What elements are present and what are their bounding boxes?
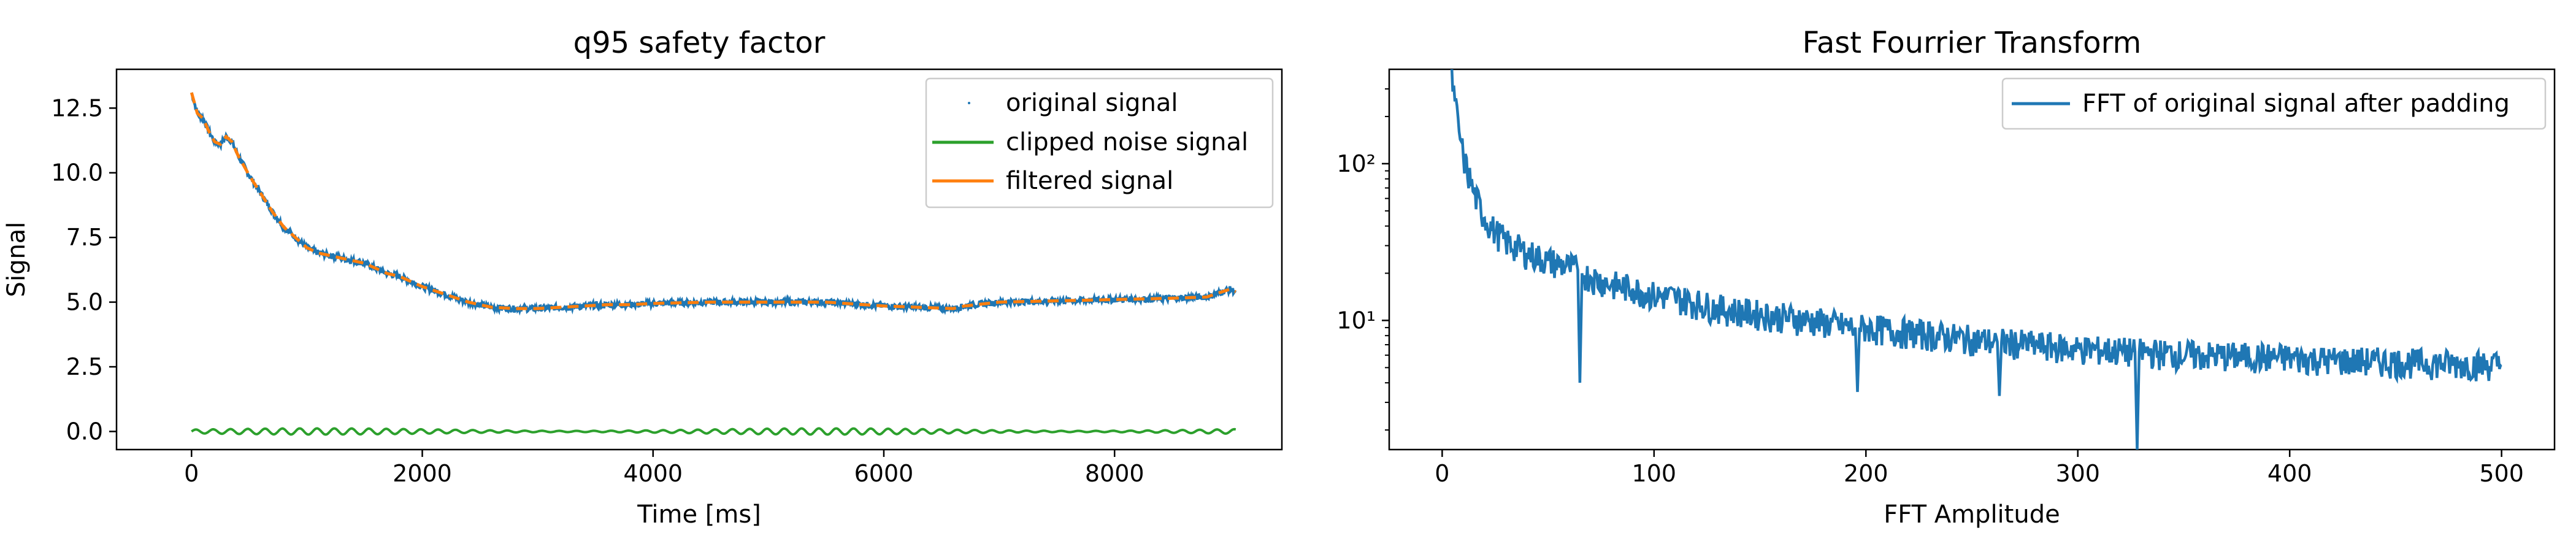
x-tick-label: 6000 <box>854 460 914 487</box>
y-tick-label: 2.5 <box>66 353 103 380</box>
y-tick-label: 5.0 <box>66 289 103 316</box>
y-tick-label: 10.0 <box>51 159 103 186</box>
x-tick-label: 100 <box>1632 460 1677 487</box>
x-tick-label: 200 <box>1844 460 1888 487</box>
y-axis: 0.0 2.5 5.0 7.5 10.0 12.5 <box>51 94 117 445</box>
series-clipped-noise-signal <box>191 427 1236 436</box>
legend-marker-original-signal <box>968 102 970 104</box>
plot-area-frame <box>1388 68 2556 451</box>
plot-marks <box>190 92 1237 436</box>
x-axis-label: FFT Amplitude <box>1884 500 2060 529</box>
x-tick-label: 2000 <box>393 460 452 487</box>
legend: original signal clipped noise signal fil… <box>925 77 1274 209</box>
x-tick-label: 4000 <box>623 460 683 487</box>
q95-chart-panel: q95 safety factor 0 2000 4000 6000 8000 0.0 2… <box>2 26 1283 529</box>
y-tick-label: 12.5 <box>51 94 103 121</box>
x-tick-label: 0 <box>184 460 199 487</box>
legend-label-clipped-noise-signal: clipped noise signal <box>1006 128 1248 156</box>
series-original-signal <box>190 92 1237 316</box>
x-tick-label: 400 <box>2267 460 2312 487</box>
legend-label-fft: FFT of original signal after padding <box>2082 90 2510 118</box>
legend-box <box>2001 77 2547 130</box>
chart-title: Fast Fourrier Transform <box>1803 26 2142 60</box>
legend-label-filtered-signal: filtered signal <box>1006 167 1173 195</box>
y-tick-label: 0.0 <box>66 418 103 445</box>
chart-title: q95 safety factor <box>573 26 826 60</box>
x-tick-label: 8000 <box>1085 460 1144 487</box>
fft-chart-panel: Fast Fourrier Transform 0 100 200 300 400 500… <box>1336 26 2556 529</box>
legend: FFT of original signal after padding <box>2001 77 2547 130</box>
y-tick-label: 7.5 <box>66 224 103 251</box>
x-axis-label: Time [ms] <box>637 500 761 529</box>
y-tick-label: 10¹ <box>1336 307 1376 334</box>
series-fft <box>1450 69 2502 450</box>
legend-box <box>925 77 1274 209</box>
x-tick-label: 500 <box>2479 460 2524 487</box>
legend-label-original-signal: original signal <box>1006 89 1178 117</box>
plot-area-frame <box>115 68 1283 451</box>
series-filtered-signal <box>190 92 1236 310</box>
plot-marks <box>1450 69 2502 450</box>
y-axis: 10¹ 10² <box>1336 88 1389 431</box>
y-axis-label: Signal <box>2 222 31 297</box>
x-axis: 0 100 200 300 400 500 <box>1435 450 2524 487</box>
x-tick-label: 0 <box>1435 460 1449 487</box>
x-axis: 0 2000 4000 6000 8000 <box>184 450 1144 487</box>
x-tick-label: 300 <box>2055 460 2100 487</box>
y-tick-label: 10² <box>1336 150 1376 177</box>
